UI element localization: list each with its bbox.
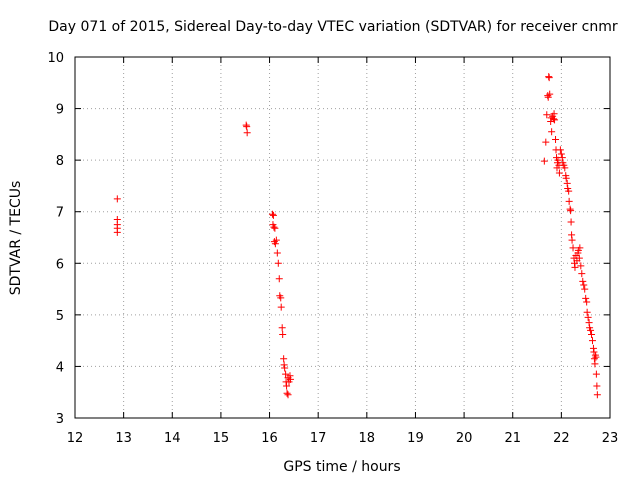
data-point xyxy=(554,156,562,164)
data-point xyxy=(562,174,570,182)
x-tick-label: 13 xyxy=(115,431,132,446)
y-tick-label: 4 xyxy=(56,360,64,375)
x-tick-label: 21 xyxy=(504,431,521,446)
data-point xyxy=(568,236,576,244)
data-point xyxy=(592,353,600,361)
data-point xyxy=(556,146,564,154)
x-tick-label: 17 xyxy=(310,431,327,446)
data-point xyxy=(269,211,277,219)
x-tick-label: 14 xyxy=(164,431,181,446)
x-tick-label: 12 xyxy=(67,431,84,446)
y-tick-label: 3 xyxy=(56,412,64,427)
data-point xyxy=(581,285,589,293)
x-tick-label: 16 xyxy=(261,431,278,446)
data-point xyxy=(281,364,289,372)
data-point xyxy=(565,187,573,195)
data-point xyxy=(277,303,285,311)
data-point xyxy=(578,270,586,278)
x-tick-label: 15 xyxy=(213,431,230,446)
y-tick-label: 8 xyxy=(56,154,64,169)
y-axis-label: SDTVAR / TECUs xyxy=(8,181,24,296)
data-point xyxy=(567,207,575,215)
data-point xyxy=(542,138,550,146)
data-point xyxy=(551,116,559,124)
data-point xyxy=(555,169,563,177)
data-point xyxy=(584,313,592,321)
data-point xyxy=(577,262,585,270)
chart-title: Day 071 of 2015, Sidereal Day-to-day VTE… xyxy=(48,19,617,35)
x-tick-label: 23 xyxy=(602,431,619,446)
data-point xyxy=(279,330,287,338)
data-point xyxy=(544,93,552,101)
data-point xyxy=(580,281,588,289)
data-point xyxy=(275,275,283,283)
data-point xyxy=(283,382,291,390)
y-tick-label: 10 xyxy=(47,51,64,66)
data-point xyxy=(273,249,281,257)
data-point xyxy=(582,294,590,302)
data-point xyxy=(283,389,291,397)
data-point xyxy=(561,164,569,172)
data-point xyxy=(593,382,601,390)
data-point xyxy=(575,254,583,262)
data-point xyxy=(557,150,565,158)
data-point xyxy=(587,326,595,334)
y-tick-label: 5 xyxy=(56,309,64,324)
data-point xyxy=(571,263,579,271)
data-point xyxy=(583,298,591,306)
data-point xyxy=(569,244,577,252)
data-point xyxy=(590,348,598,356)
data-point xyxy=(548,128,556,136)
data-point xyxy=(243,129,251,137)
data-points xyxy=(113,73,601,399)
x-axis-label: GPS time / hours xyxy=(283,459,400,475)
data-point xyxy=(270,223,278,231)
data-point xyxy=(278,324,286,332)
data-point xyxy=(113,195,121,203)
plot-frame xyxy=(74,56,611,419)
data-point xyxy=(588,337,596,345)
x-tick-label: 18 xyxy=(359,431,376,446)
data-point xyxy=(565,197,573,205)
data-point xyxy=(583,308,591,316)
data-point xyxy=(576,244,584,252)
y-tick-label: 7 xyxy=(56,206,64,221)
data-point xyxy=(543,111,551,119)
data-point xyxy=(271,224,279,232)
x-tick-label: 19 xyxy=(407,431,424,446)
data-point xyxy=(591,360,599,368)
data-point xyxy=(545,74,553,82)
data-point xyxy=(546,90,554,98)
data-point xyxy=(280,355,288,363)
data-point xyxy=(284,391,292,399)
data-point xyxy=(579,277,587,285)
data-point xyxy=(274,259,282,267)
data-point xyxy=(593,391,601,399)
data-point xyxy=(282,370,290,378)
data-point xyxy=(552,136,560,144)
data-point xyxy=(284,374,292,382)
axis-ticks: 12 13 14 15 16 17 18 19 20 21 22 23 3 4 5 6 7 8 9 10 xyxy=(47,51,618,446)
data-point xyxy=(243,123,251,131)
data-point xyxy=(550,110,558,118)
data-point xyxy=(268,210,276,218)
data-point xyxy=(540,157,548,165)
data-point xyxy=(271,240,279,248)
data-point xyxy=(592,370,600,378)
data-point xyxy=(567,218,575,226)
y-tick-label: 6 xyxy=(56,257,64,272)
grid-lines xyxy=(75,57,610,418)
x-tick-label: 22 xyxy=(553,431,570,446)
data-point xyxy=(588,330,596,338)
data-point xyxy=(277,294,285,302)
data-point xyxy=(113,228,121,236)
y-tick-label: 9 xyxy=(56,103,64,118)
data-point xyxy=(272,236,280,244)
x-tick-label: 20 xyxy=(456,431,473,446)
